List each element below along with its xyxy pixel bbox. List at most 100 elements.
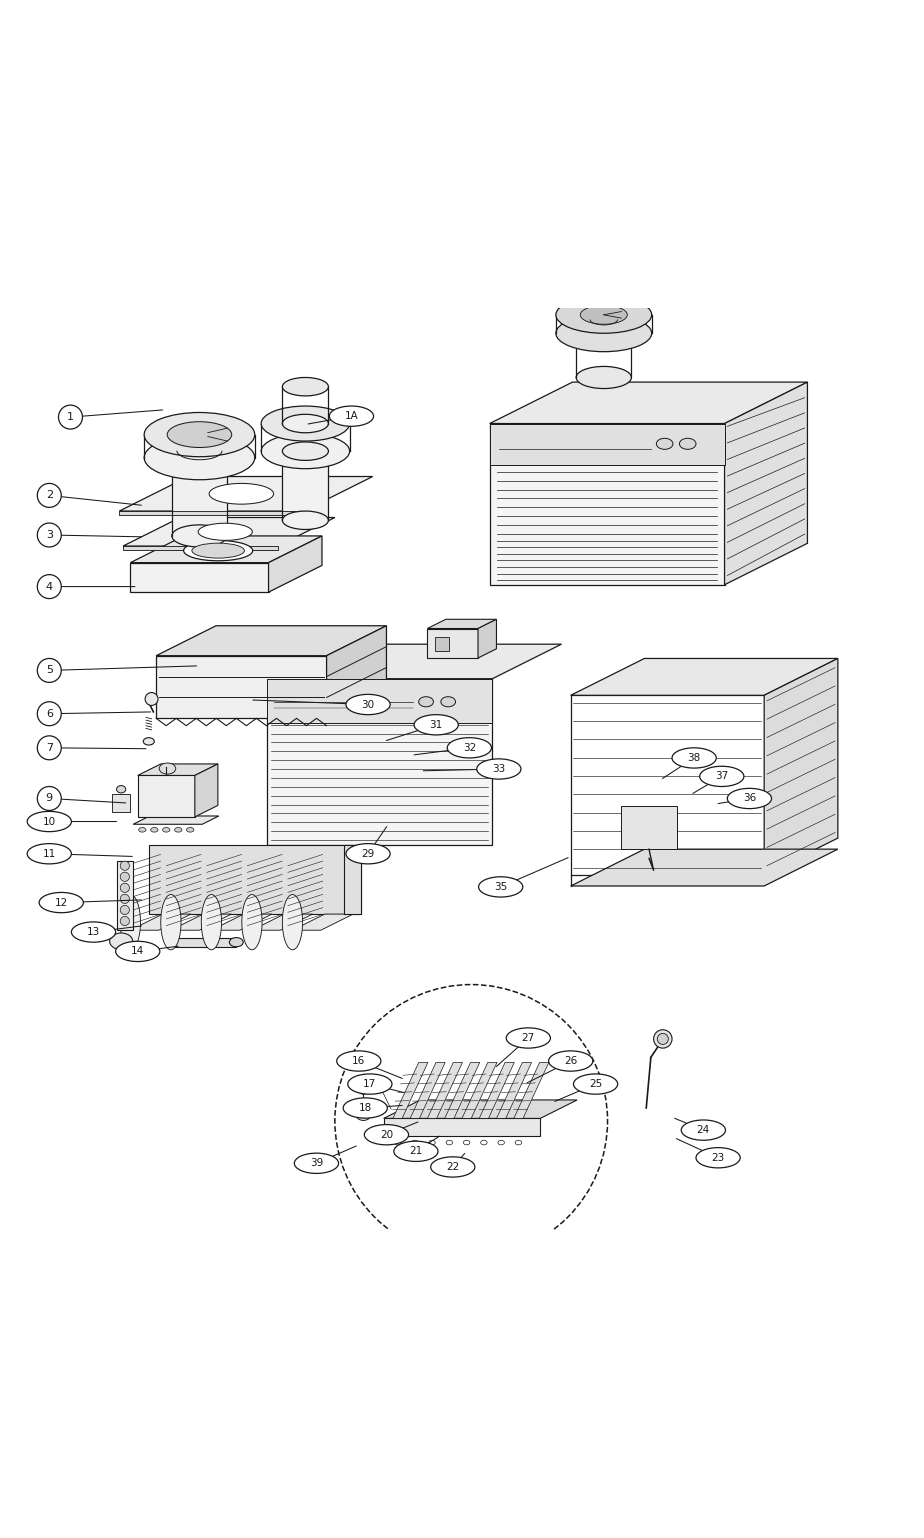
Bar bbox=[434, 637, 449, 651]
Polygon shape bbox=[462, 1063, 497, 1118]
Text: 1: 1 bbox=[67, 412, 74, 421]
Text: 39: 39 bbox=[310, 1158, 323, 1169]
Ellipse shape bbox=[343, 1098, 387, 1118]
Ellipse shape bbox=[653, 1030, 672, 1047]
Ellipse shape bbox=[364, 1124, 408, 1144]
Circle shape bbox=[37, 786, 61, 811]
Text: 20: 20 bbox=[380, 1130, 393, 1140]
Text: 35: 35 bbox=[494, 881, 507, 892]
Ellipse shape bbox=[172, 524, 227, 548]
Ellipse shape bbox=[556, 315, 651, 352]
Text: 33: 33 bbox=[492, 764, 505, 774]
Ellipse shape bbox=[656, 438, 673, 449]
Ellipse shape bbox=[139, 827, 146, 832]
Polygon shape bbox=[267, 678, 492, 844]
Polygon shape bbox=[393, 1063, 428, 1118]
Text: 31: 31 bbox=[430, 720, 443, 731]
Ellipse shape bbox=[283, 895, 303, 950]
Ellipse shape bbox=[336, 1050, 381, 1070]
Ellipse shape bbox=[242, 895, 262, 950]
Ellipse shape bbox=[145, 692, 158, 706]
Ellipse shape bbox=[283, 441, 328, 460]
Text: 37: 37 bbox=[715, 772, 728, 781]
Text: 24: 24 bbox=[697, 1126, 710, 1135]
Polygon shape bbox=[490, 423, 724, 464]
Ellipse shape bbox=[167, 421, 232, 448]
Polygon shape bbox=[267, 678, 492, 723]
Text: 6: 6 bbox=[46, 709, 53, 718]
Polygon shape bbox=[212, 914, 272, 930]
Text: 27: 27 bbox=[522, 1034, 535, 1043]
Ellipse shape bbox=[120, 872, 129, 881]
Ellipse shape bbox=[120, 883, 129, 892]
Ellipse shape bbox=[699, 766, 744, 786]
Ellipse shape bbox=[367, 1077, 374, 1083]
Ellipse shape bbox=[346, 844, 390, 864]
Text: 16: 16 bbox=[352, 1057, 366, 1066]
Text: 30: 30 bbox=[361, 700, 374, 709]
Ellipse shape bbox=[419, 697, 433, 707]
Ellipse shape bbox=[506, 1027, 551, 1047]
Text: 13: 13 bbox=[87, 927, 100, 937]
Ellipse shape bbox=[463, 1140, 469, 1144]
Polygon shape bbox=[252, 914, 312, 930]
Polygon shape bbox=[172, 458, 227, 535]
Ellipse shape bbox=[209, 483, 274, 504]
Polygon shape bbox=[571, 849, 838, 886]
Ellipse shape bbox=[359, 1087, 368, 1094]
Text: 38: 38 bbox=[687, 754, 700, 763]
Polygon shape bbox=[267, 644, 562, 678]
Text: 36: 36 bbox=[743, 794, 756, 803]
Ellipse shape bbox=[27, 844, 71, 864]
Ellipse shape bbox=[577, 366, 631, 389]
Ellipse shape bbox=[144, 412, 255, 457]
Polygon shape bbox=[496, 1063, 531, 1118]
Ellipse shape bbox=[657, 1034, 668, 1044]
Polygon shape bbox=[428, 629, 478, 658]
Ellipse shape bbox=[681, 1120, 725, 1140]
Text: 14: 14 bbox=[131, 946, 144, 957]
Ellipse shape bbox=[580, 306, 627, 325]
Text: 32: 32 bbox=[463, 743, 476, 752]
Text: 10: 10 bbox=[43, 817, 55, 826]
Polygon shape bbox=[514, 1063, 549, 1118]
Ellipse shape bbox=[161, 895, 181, 950]
Ellipse shape bbox=[163, 827, 170, 832]
Ellipse shape bbox=[120, 906, 129, 915]
Ellipse shape bbox=[477, 758, 521, 780]
Text: 26: 26 bbox=[564, 1057, 578, 1066]
Ellipse shape bbox=[295, 1154, 338, 1173]
Polygon shape bbox=[383, 1100, 578, 1118]
Ellipse shape bbox=[187, 827, 194, 832]
Ellipse shape bbox=[120, 894, 129, 903]
Polygon shape bbox=[156, 655, 326, 718]
Ellipse shape bbox=[447, 738, 492, 758]
Polygon shape bbox=[130, 563, 269, 592]
Circle shape bbox=[58, 404, 82, 429]
Polygon shape bbox=[123, 546, 278, 549]
Polygon shape bbox=[444, 1063, 480, 1118]
Ellipse shape bbox=[229, 938, 243, 947]
Ellipse shape bbox=[549, 1050, 593, 1070]
Ellipse shape bbox=[329, 406, 373, 426]
Polygon shape bbox=[490, 423, 724, 584]
Circle shape bbox=[37, 575, 61, 598]
Ellipse shape bbox=[480, 1140, 487, 1144]
Ellipse shape bbox=[429, 1140, 435, 1144]
Polygon shape bbox=[764, 658, 838, 875]
Polygon shape bbox=[326, 626, 386, 718]
Circle shape bbox=[37, 701, 61, 726]
Ellipse shape bbox=[498, 1140, 505, 1144]
Ellipse shape bbox=[39, 892, 83, 912]
Ellipse shape bbox=[192, 543, 245, 558]
Ellipse shape bbox=[414, 715, 458, 735]
Polygon shape bbox=[133, 817, 219, 824]
Text: 2: 2 bbox=[45, 491, 53, 500]
Polygon shape bbox=[480, 1063, 515, 1118]
Polygon shape bbox=[724, 381, 808, 584]
Ellipse shape bbox=[577, 321, 631, 345]
Text: 4: 4 bbox=[45, 581, 53, 592]
Ellipse shape bbox=[27, 812, 71, 832]
Polygon shape bbox=[293, 914, 353, 930]
Text: 21: 21 bbox=[409, 1146, 422, 1157]
